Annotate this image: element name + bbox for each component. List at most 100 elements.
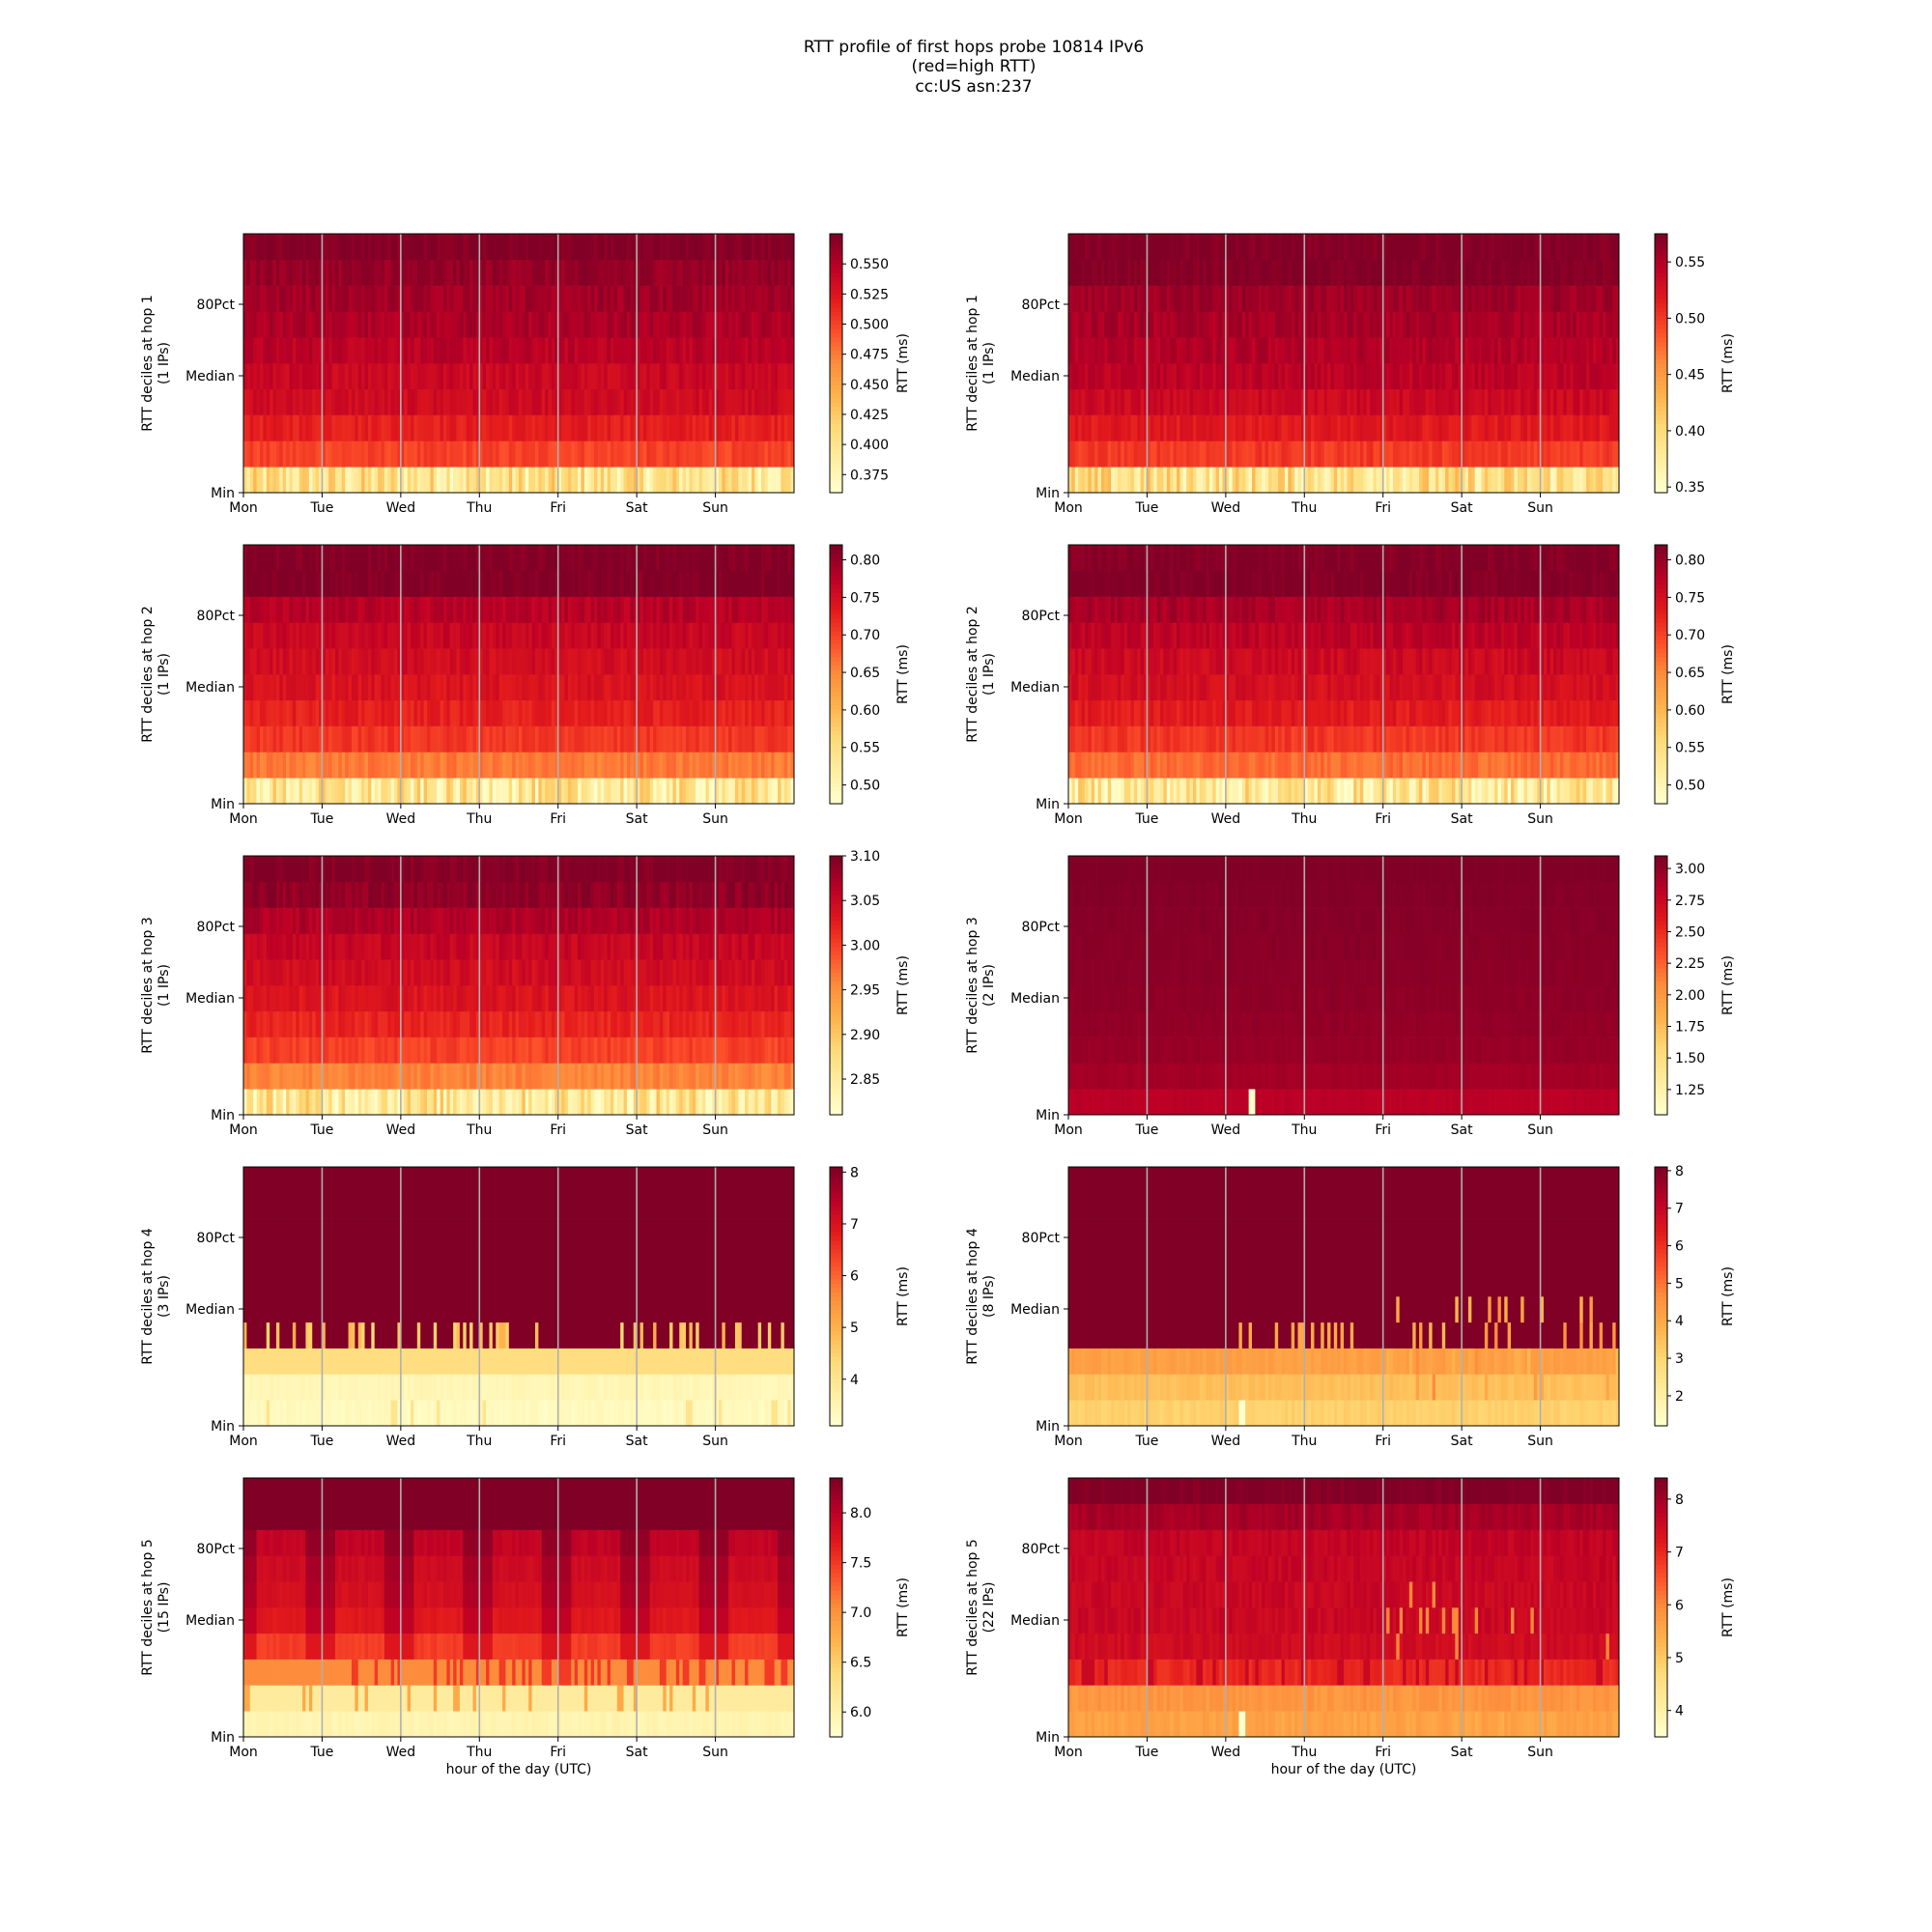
heatmap-cell [771,674,776,701]
heatmap-cell [492,440,497,468]
heatmap-cell [1432,467,1436,494]
heatmap-cell [433,622,438,649]
heatmap-cell [486,337,490,364]
heatmap-cell [302,778,306,805]
heatmap-cell [1533,234,1538,261]
heatmap-cell [1474,414,1479,441]
heatmap-cell [1500,311,1505,338]
heatmap-cell [748,259,753,286]
heatmap-cell [1399,311,1404,338]
heatmap-cell [489,699,494,726]
heatmap-cell [1192,259,1197,286]
heatmap-cell [689,622,694,649]
heatmap-cell [1192,234,1197,261]
heatmap-cell [1314,285,1319,312]
heatmap-cell [1225,259,1230,286]
heatmap-cell [748,234,753,261]
heatmap-cell [416,778,421,805]
heatmap-cell [564,234,569,261]
heatmap-cell [567,648,572,675]
heatmap-cell [338,234,343,261]
heatmap-cell [1078,311,1082,338]
heatmap-cell [607,259,611,286]
heatmap-cell [1323,414,1328,441]
heatmap-cell [472,337,477,364]
heatmap-cell [1212,259,1217,286]
heatmap-cell [1356,414,1361,441]
heatmap-cell [686,363,690,390]
heatmap-cell [298,725,303,753]
heatmap-cell [587,337,592,364]
heatmap-cell [407,440,412,468]
heatmap-cell [286,363,290,390]
heatmap-cell [479,234,484,261]
heatmap-cell [600,311,605,338]
heatmap-cell [1114,285,1119,312]
heatmap-cell [1252,337,1256,364]
heatmap-cell [367,259,372,286]
heatmap-cell [1429,414,1433,441]
heatmap-cell [692,440,696,468]
colorbar-segment [1655,320,1667,326]
heatmap-cell [508,414,513,441]
heatmap-cell [361,752,365,779]
heatmap-cell [646,778,651,805]
heatmap-cell [1091,414,1095,441]
heatmap-cell [581,259,585,286]
heatmap-cell [1563,259,1568,286]
heatmap-cell [1327,285,1331,312]
heatmap-cell [642,467,647,494]
heatmap-cell [1500,467,1505,494]
heatmap-cell [1150,311,1154,338]
heatmap-cell [672,467,677,494]
heatmap-cell [479,596,484,623]
heatmap-cell [1321,234,1325,261]
heatmap-cell [1438,363,1443,390]
heatmap-cell [1311,259,1315,286]
heatmap-cell [522,311,526,338]
heatmap-cell [692,234,696,261]
colorbar-segment [830,436,842,441]
heatmap-cell [649,388,654,415]
heatmap-cell [1219,388,1223,415]
heatmap-cell [1491,414,1495,441]
heatmap-cell [551,674,555,701]
heatmap-cell [583,311,588,338]
heatmap-cell [515,440,520,468]
heatmap-cell [675,414,680,441]
heatmap-cell [1304,440,1309,468]
heatmap-cell [774,259,779,286]
heatmap-cell [1599,440,1604,468]
heatmap-cell [1071,388,1076,415]
heatmap-cell [583,622,588,649]
heatmap-cell [319,388,323,415]
colorbar-segment [1655,234,1667,239]
heatmap-cell [282,388,287,415]
heatmap-cell [361,467,365,494]
heatmap-cell [1448,234,1453,261]
heatmap-cell [611,259,614,286]
heatmap-cell [253,234,257,261]
heatmap-cell [656,337,661,364]
heatmap-cell [508,648,513,675]
heatmap-cell [1373,388,1378,415]
heatmap-cell [1091,363,1095,390]
heatmap-cell [253,725,257,753]
heatmap-cell [761,337,765,364]
heatmap-cell [613,414,618,441]
heatmap-cell [1533,259,1538,286]
heatmap-cell [1462,440,1465,468]
heatmap-cell [243,648,247,675]
heatmap-cell [1123,388,1128,415]
heatmap-cell [649,311,654,338]
heatmap-cell [256,337,261,364]
heatmap-cell [394,363,398,390]
heatmap-cell [338,725,343,753]
heatmap-cell [437,778,440,805]
heatmap-cell [519,388,523,415]
heatmap-cell [1488,363,1492,390]
heatmap-cell [442,311,447,338]
heatmap-cell [459,311,464,338]
heatmap-cell [420,259,424,286]
heatmap-cell [1462,363,1465,390]
